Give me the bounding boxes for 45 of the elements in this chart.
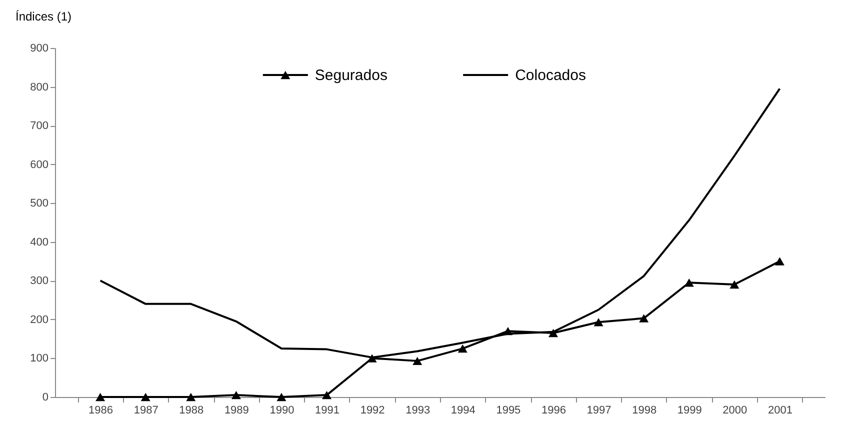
point [412,356,422,366]
x-tick-label: 1997 [586,404,612,416]
x-tick-label: 1994 [450,404,476,416]
y-tick-label: 200 [30,314,48,326]
y-tick-label: 100 [30,352,48,365]
point [730,280,740,289]
y-tick-label: 700 [30,120,48,132]
x-tick-label: 1992 [360,404,385,416]
legend-label: Colocados [515,67,586,84]
point [503,326,513,336]
point [458,344,468,353]
point [548,328,558,338]
x-tick-label: 1993 [406,404,430,416]
point [639,314,649,322]
point [96,392,106,402]
point [276,392,286,402]
point [231,390,241,400]
y-tick-label: 900 [30,42,48,54]
legend-label: Segurados [314,67,388,84]
y-tick-label: 500 [30,198,48,210]
point [684,278,694,287]
point [322,390,332,400]
point [140,392,150,402]
x-tick-label: 1990 [270,404,294,416]
x-tick-label: 1999 [677,404,702,416]
x-tick-label: 1995 [496,404,521,416]
x-tick-label: 1991 [315,404,340,416]
point [594,318,604,326]
x-tick-label: 1988 [179,404,204,416]
y-tick-label: 0 [42,392,48,404]
x-tick-label: 2000 [722,404,748,416]
x-tick-label: 1989 [224,404,249,416]
x-tick-label: 1996 [541,404,566,416]
y-tick-label: 600 [30,158,48,171]
point [367,354,377,362]
x-tick-label: 1998 [632,404,657,416]
x-tick-label: 1987 [134,404,158,416]
x-tick-label: 2001 [768,404,792,416]
point [186,392,196,402]
y-axis-title: Índices (1) [16,10,72,24]
y-tick-label: 300 [30,275,48,288]
y-tick-label: 400 [30,236,48,248]
x-tick-label: 1986 [88,404,114,416]
y-tick-label: 800 [30,81,48,94]
point [774,257,784,266]
